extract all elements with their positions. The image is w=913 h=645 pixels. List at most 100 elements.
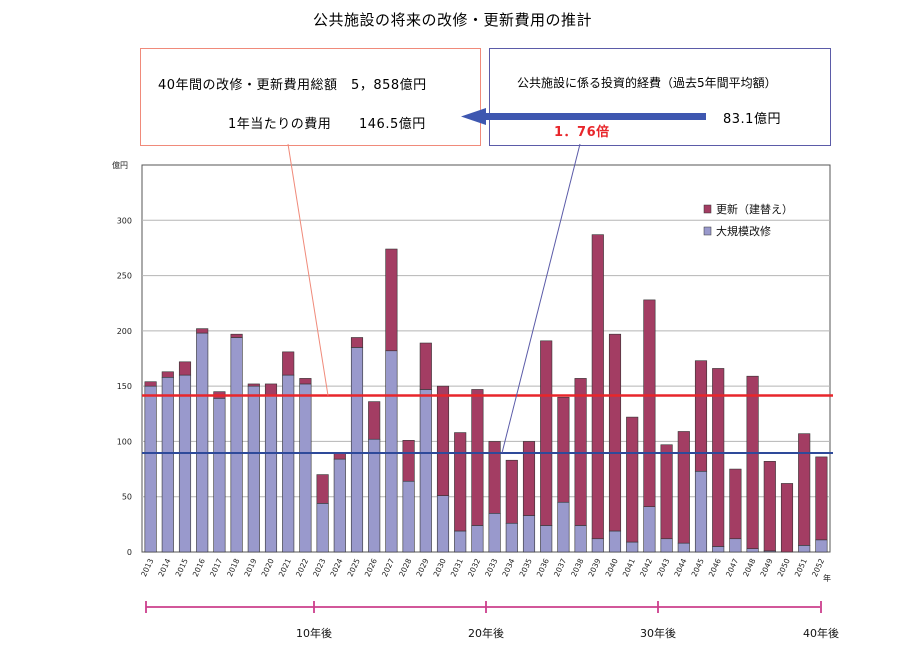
y-tick-label: 0: [127, 548, 132, 557]
bar-renovation: [574, 525, 587, 553]
bar-rebuild: [402, 440, 415, 482]
y-axis-title: 億円: [112, 160, 128, 170]
bar-rebuild: [626, 416, 639, 543]
bar-rebuild: [178, 361, 192, 376]
bar-renovation: [746, 548, 759, 553]
investment-value: 83.1億円: [723, 112, 781, 127]
timeline-label: 20年後: [468, 626, 504, 640]
bar-renovation: [471, 525, 484, 553]
bar-rebuild: [763, 461, 776, 552]
total-cost-text: 40年間の改修・更新費用総額 5，858億円: [158, 78, 427, 93]
x-tick-label: 2028: [397, 557, 413, 578]
bar-rebuild: [660, 444, 673, 540]
bar-rebuild: [282, 351, 295, 376]
timeline-label: 10年後: [296, 626, 332, 640]
total-cost-callout: 40年間の改修・更新費用総額 5，858億円 1年当たりの費用 146.5億円: [140, 48, 481, 146]
bar-rebuild: [694, 360, 708, 472]
bar-renovation: [178, 374, 192, 553]
bar-renovation: [660, 538, 673, 553]
bar-renovation: [643, 506, 656, 553]
bar-rebuild: [574, 378, 587, 526]
legend-swatch-rebuild: [703, 204, 712, 214]
timeline-label: 30年後: [640, 626, 676, 640]
annual-cost-label: 1年当たりの費用: [228, 117, 332, 132]
x-tick-label: 2017: [208, 557, 224, 578]
x-tick-label: 2025: [346, 557, 362, 578]
bar-renovation: [815, 539, 828, 553]
bar-rebuild: [385, 248, 398, 352]
x-tick-label: 2033: [483, 557, 499, 578]
bar-renovation: [282, 374, 295, 553]
x-tick-label: 2026: [363, 557, 379, 578]
y-tick-label: 100: [117, 437, 132, 446]
x-tick-label: 2030: [432, 557, 448, 578]
bar-renovation: [419, 389, 432, 553]
x-tick-label: 2040: [604, 557, 620, 578]
bar-renovation: [333, 458, 346, 553]
bar-rebuild: [608, 333, 622, 532]
bar-rebuild: [350, 337, 364, 348]
y-tick-label: 200: [117, 327, 132, 336]
x-tick-label: 2050: [776, 557, 792, 578]
bar-rebuild: [591, 234, 604, 540]
bar-rebuild: [247, 383, 260, 387]
plot-frame: [141, 164, 831, 553]
bar-renovation: [522, 515, 536, 553]
x-tick-label: 2041: [621, 557, 637, 578]
bar-renovation: [264, 395, 278, 553]
bar-rebuild: [729, 468, 742, 540]
x-axis-unit: 年: [823, 573, 831, 583]
bar-renovation: [213, 398, 226, 553]
x-tick-label: 2049: [758, 557, 774, 578]
bar-rebuild: [264, 383, 278, 397]
bar-rebuild: [677, 431, 690, 544]
x-tick-label: 2022: [294, 557, 310, 578]
bar-rebuild: [471, 389, 484, 526]
x-tick-label: 2021: [277, 557, 293, 578]
bar-renovation: [402, 480, 415, 553]
bar-renovation: [729, 538, 742, 553]
bar-rebuild: [436, 385, 450, 496]
ratio-label: 1．76倍: [554, 125, 610, 140]
bar-rebuild: [780, 483, 794, 553]
bar-renovation: [196, 332, 209, 553]
x-tick-label: 2024: [328, 557, 344, 578]
bar-rebuild: [540, 340, 553, 526]
arrow-head: [461, 108, 486, 125]
x-tick-label: 2013: [139, 557, 155, 578]
bar-rebuild: [161, 371, 174, 378]
bar-rebuild: [488, 441, 501, 514]
bar-rebuild: [557, 396, 570, 503]
bar-renovation: [436, 495, 450, 553]
x-tick-label: 2031: [449, 557, 465, 578]
bar-renovation: [557, 501, 570, 553]
x-tick-label: 2019: [242, 557, 258, 578]
x-tick-label: 2018: [225, 557, 241, 578]
bar-renovation: [247, 385, 260, 553]
bar-rebuild: [299, 378, 312, 385]
bar-rebuild: [368, 401, 381, 440]
bar-renovation: [144, 385, 157, 553]
y-tick-label: 250: [117, 272, 132, 281]
x-tick-label: 2035: [518, 557, 534, 578]
x-tick-label: 2042: [638, 557, 654, 578]
bar-rebuild: [196, 328, 209, 334]
bar-rebuild: [230, 333, 243, 338]
arrow-shaft: [482, 113, 706, 120]
bar-rebuild: [316, 474, 329, 504]
x-tick-label: 2048: [741, 557, 757, 578]
x-tick-label: 2037: [552, 557, 568, 578]
bar-rebuild: [712, 368, 725, 547]
bar-renovation: [591, 538, 604, 553]
bar-renovation: [299, 383, 312, 553]
bar-renovation: [488, 512, 501, 553]
y-tick-label: 150: [117, 382, 132, 391]
chart-title: 公共施設の将来の改修・更新費用の推計: [313, 11, 593, 29]
x-tick-label: 2043: [655, 557, 671, 578]
annual-cost-value: 146.5億円: [359, 117, 426, 132]
bar-rebuild: [419, 342, 432, 390]
bar-renovation: [316, 503, 329, 553]
x-tick-label: 2034: [500, 557, 516, 578]
bar-renovation: [230, 337, 243, 553]
